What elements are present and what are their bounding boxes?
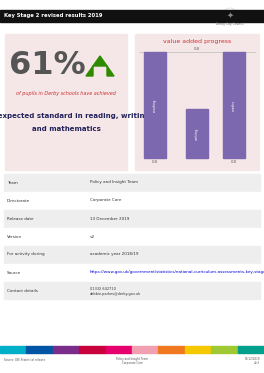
Text: the expected standard in reading, writing: the expected standard in reading, writin…: [0, 113, 150, 119]
Bar: [132, 346, 158, 353]
Text: 01332 642710: 01332 642710: [90, 286, 116, 291]
Text: academic year 2018/19: academic year 2018/19: [90, 253, 139, 257]
Bar: [211, 346, 238, 353]
Text: of pupils in Derby schools have achieved: of pupils in Derby schools have achieved: [16, 91, 116, 97]
Text: debbie.parkes@derby.gov.uk: debbie.parkes@derby.gov.uk: [90, 292, 141, 296]
Bar: [158, 346, 185, 353]
Bar: [106, 346, 132, 353]
Bar: [185, 346, 211, 353]
Bar: [4, 282, 260, 299]
Text: Contact details: Contact details: [7, 288, 38, 292]
Text: v2: v2: [90, 235, 95, 238]
Text: and mathematics: and mathematics: [32, 126, 100, 132]
Bar: [4, 210, 260, 227]
Text: v2/3: v2/3: [254, 361, 260, 365]
Text: Source: Source: [7, 270, 21, 275]
Text: Policy and Insight Team: Policy and Insight Team: [116, 357, 148, 361]
Bar: [4, 228, 260, 245]
Text: Policy and Insight Team: Policy and Insight Team: [90, 181, 138, 185]
Text: writing: writing: [195, 127, 199, 140]
Text: Directorate: Directorate: [7, 198, 30, 203]
Text: Key Stage 2 revised results 2019: Key Stage 2 revised results 2019: [4, 13, 102, 19]
Bar: [186, 109, 208, 158]
Text: Derby City Council: Derby City Council: [216, 22, 244, 26]
Text: For activity during: For activity during: [7, 253, 45, 257]
Text: 19/12/2019: 19/12/2019: [244, 357, 260, 361]
Text: Version: Version: [7, 235, 22, 238]
Bar: [144, 52, 166, 158]
Bar: [4, 263, 260, 281]
Bar: [0, 10, 264, 22]
Text: maths: maths: [232, 99, 236, 111]
Text: Team: Team: [7, 181, 18, 185]
Bar: [0, 346, 26, 353]
Text: 0.0: 0.0: [231, 160, 237, 164]
Text: Release date: Release date: [7, 216, 34, 220]
Text: ✦: ✦: [227, 10, 233, 19]
Bar: [53, 346, 79, 353]
Text: 13 December 2019: 13 December 2019: [90, 216, 129, 220]
Bar: [223, 52, 245, 158]
Bar: [26, 346, 53, 353]
Text: https://www.gov.uk/government/statistics/national-curriculum-assessments-key-sta: https://www.gov.uk/government/statistics…: [90, 270, 264, 275]
Text: 0.0: 0.0: [152, 160, 158, 164]
Bar: [4, 191, 260, 209]
Bar: [79, 346, 106, 353]
Text: 61%: 61%: [9, 50, 85, 81]
Text: 0.0: 0.0: [194, 47, 200, 51]
Text: Corporate Core: Corporate Core: [90, 198, 121, 203]
Polygon shape: [86, 56, 114, 76]
Bar: [135, 34, 259, 170]
Bar: [5, 34, 127, 170]
Text: reading: reading: [153, 98, 157, 112]
Text: Corporate Core: Corporate Core: [121, 361, 143, 365]
Text: value added progress: value added progress: [163, 38, 231, 44]
Bar: [4, 173, 260, 191]
Bar: [238, 346, 264, 353]
Bar: [4, 245, 260, 263]
Text: Source: DfE Statistical release: Source: DfE Statistical release: [4, 358, 45, 362]
